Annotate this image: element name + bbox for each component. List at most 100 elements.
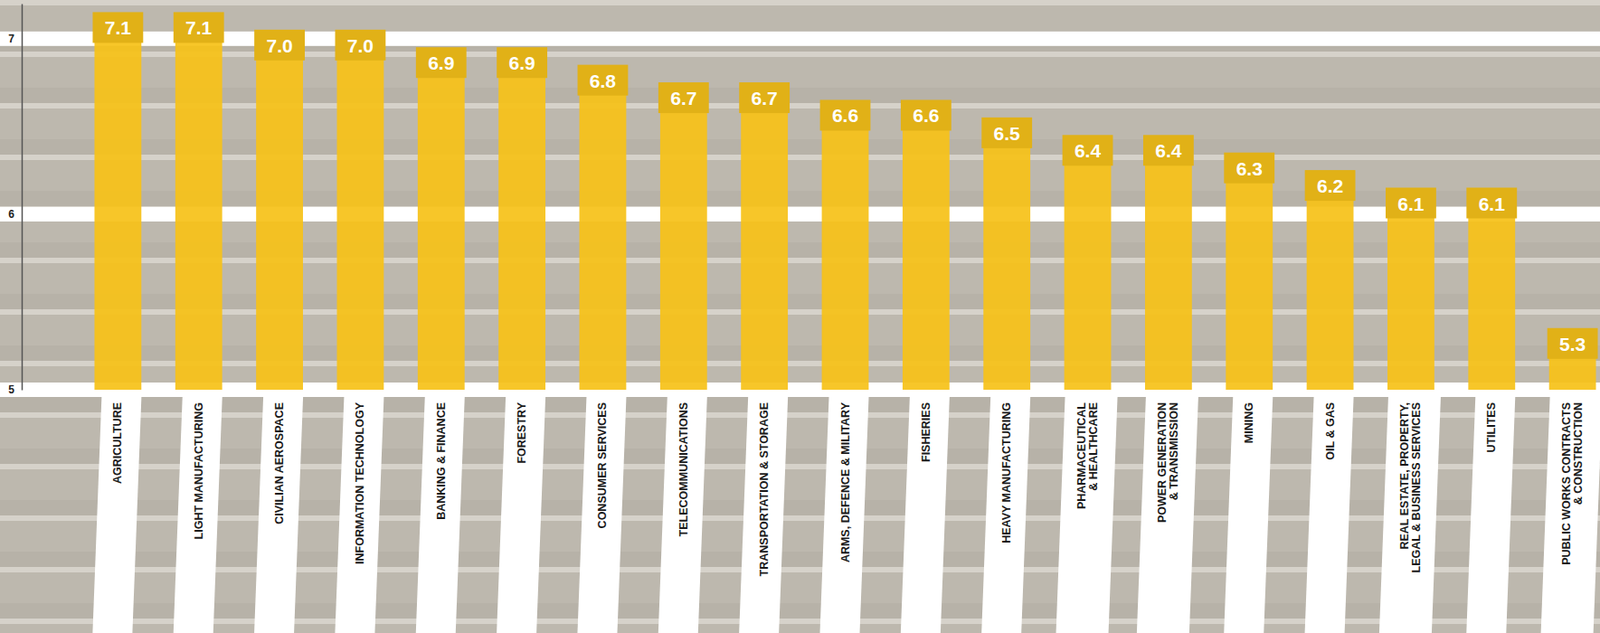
- bar: [255, 38, 303, 390]
- data-label: 7.0: [347, 35, 374, 57]
- bar: [1145, 143, 1193, 390]
- data-label: 6.7: [751, 87, 778, 109]
- step-shadow: [0, 448, 1600, 464]
- bar: [337, 38, 385, 390]
- x-tick: PUBLIC WORKS CONTRACTS& CONSTRUCTION: [1560, 389, 1585, 566]
- label-strip: [1136, 397, 1199, 633]
- x-tick-label: TELECOMMUNICATIONS: [677, 402, 691, 537]
- x-tick: TELECOMMUNICATIONS: [677, 389, 691, 537]
- data-label-box: [1223, 152, 1275, 184]
- x-tick-label-line: POWER GENERATION: [1155, 402, 1169, 523]
- bar: [1467, 197, 1515, 391]
- x-axis-line: [91, 389, 1600, 391]
- x-tick: FISHERIES: [919, 389, 933, 463]
- data-label: 6.9: [427, 52, 455, 74]
- x-tick-label-line: UTILITES: [1485, 402, 1498, 454]
- label-strip: [1466, 397, 1515, 633]
- label-strip: [1379, 397, 1441, 633]
- data-label: 7.1: [104, 17, 133, 38]
- x-tick: REAL ESTATE, PROPERTY,LEGAL & BUSINESS S…: [1398, 389, 1423, 573]
- data-label: 6.8: [589, 70, 617, 92]
- step-edge: [0, 0, 1600, 6]
- x-tick-label: BANKING & FINANCE: [435, 402, 448, 521]
- x-tick: ARMS, DEFENCE & MILITARY: [839, 389, 853, 563]
- x-tick: MINING: [1242, 389, 1256, 444]
- step-shadow: [0, 87, 1600, 104]
- x-tick-label-line: FORESTRY: [515, 401, 529, 464]
- x-tick: LIGHT MANUFACTURING: [192, 389, 206, 540]
- step-shadow: [0, 242, 1600, 258]
- step-shadow: [0, 603, 1600, 619]
- y-tick: 6: [8, 208, 22, 221]
- step-shadow: [0, 500, 1600, 516]
- step-edge: [0, 257, 1600, 264]
- label-strip: [92, 397, 142, 633]
- step-edge: [0, 618, 1600, 625]
- data-label: 6.4: [1155, 140, 1183, 161]
- bar: [498, 56, 546, 390]
- label-strip: [1223, 397, 1273, 633]
- x-tick-label-line: CIVILIAN AEROSPACE: [273, 402, 286, 525]
- x-tick-label-line: TRANSPORTATION & STORAGE: [757, 402, 771, 577]
- background-fill: [0, 0, 1600, 633]
- data-label-box: [900, 99, 952, 131]
- data-label-box: [577, 65, 629, 96]
- step-shadow: [0, 551, 1600, 568]
- x-tick-label: FISHERIES: [919, 402, 933, 463]
- data-label-box: [1305, 170, 1356, 201]
- data-label: 6.6: [912, 104, 939, 126]
- data-label: 6.1: [1397, 193, 1425, 215]
- x-tick-label-line: LIGHT MANUFACTURING: [192, 402, 206, 540]
- data-label: 7.1: [185, 17, 213, 38]
- y-axis-line: [21, 4, 24, 391]
- x-tick: POWER GENERATION& TRANSMISSION: [1155, 389, 1181, 523]
- step-edge: [0, 463, 1600, 470]
- data-labels: 7.17.17.07.06.96.96.86.76.76.66.66.56.46…: [92, 11, 1598, 359]
- x-tick-label: PHARMACEUTICAL& HEALTHCARE: [1075, 402, 1100, 510]
- x-tick-label-line: INFORMATION TECHNOLOGY: [353, 401, 367, 565]
- bar: [1225, 161, 1273, 390]
- x-tick-label-line: FISHERIES: [919, 402, 933, 463]
- data-label: 7.0: [265, 35, 293, 57]
- bar: [94, 20, 142, 390]
- bars: [94, 20, 1596, 390]
- x-tick-label-line: ARMS, DEFENCE & MILITARY: [839, 401, 853, 563]
- step-shadow: [0, 345, 1600, 361]
- x-tick: UTILITES: [1485, 389, 1498, 454]
- y-tick: 7: [8, 32, 22, 46]
- bar: [417, 56, 465, 390]
- step-edge: [0, 567, 1600, 573]
- x-tick: TRANSPORTATION & STORAGE: [757, 389, 771, 577]
- bar: [983, 126, 1031, 390]
- bar: [579, 74, 627, 390]
- data-label: 5.3: [1559, 333, 1586, 355]
- x-tick-label-line: CONSUMER SERVICES: [596, 402, 609, 529]
- x-tick: HEAVY MANUFACTURING: [1000, 389, 1014, 544]
- data-label: 6.7: [670, 87, 697, 109]
- x-tick: PHARMACEUTICAL& HEALTHCARE: [1075, 389, 1100, 510]
- bar: [660, 91, 708, 390]
- label-strip: [820, 397, 870, 633]
- label-strip: [416, 397, 465, 633]
- x-tick-label-line: AGRICULTURE: [111, 402, 124, 484]
- x-tick-label: OIL & GAS: [1324, 402, 1337, 461]
- x-tick-label-line: REAL ESTATE, PROPERTY,: [1398, 402, 1411, 550]
- step-shadow: [0, 139, 1600, 155]
- data-label: 6.1: [1478, 193, 1506, 215]
- x-tick-label: HEAVY MANUFACTURING: [1000, 402, 1014, 544]
- x-tick-label: CIVILIAN AEROSPACE: [273, 402, 286, 525]
- x-tick-label: ARMS, DEFENCE & MILITARY: [839, 401, 853, 563]
- x-tick-label: FORESTRY: [515, 401, 529, 464]
- step-edge: [0, 51, 1600, 57]
- bar: [1306, 179, 1354, 390]
- step-edge: [0, 360, 1600, 367]
- x-tick-label: POWER GENERATION& TRANSMISSION: [1155, 402, 1181, 523]
- x-tick: CONSUMER SERVICES: [596, 389, 609, 529]
- grid: [0, 31, 1600, 398]
- data-label-box: [335, 29, 387, 61]
- grid-line: [0, 207, 1600, 222]
- bar: [740, 91, 788, 390]
- y-tick-label: 6: [8, 208, 15, 221]
- x-tick-label-line: PUBLIC WORKS CONTRACTS: [1560, 402, 1573, 566]
- data-label: 6.9: [509, 52, 536, 74]
